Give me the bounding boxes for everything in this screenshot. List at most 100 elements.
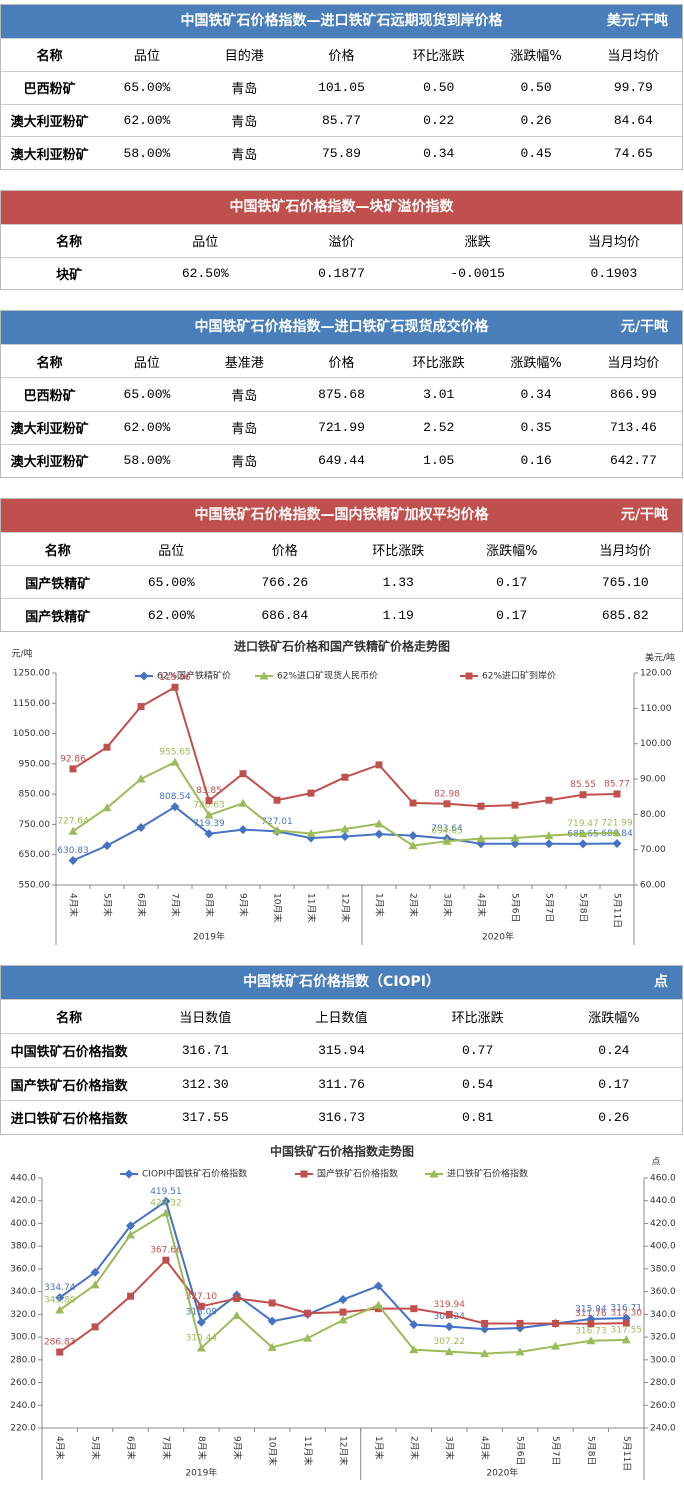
marker xyxy=(170,802,180,812)
table-cell: 686.84 xyxy=(228,598,342,631)
column-header-row: 名称 品位 基准港 价格 环比涨跌 涨跌幅% 当月均价 xyxy=(1,343,682,378)
marker xyxy=(300,1170,308,1178)
table-header: 中国铁矿石价格指数—块矿溢价指数 xyxy=(1,191,682,224)
y-tick-label: 220.0 xyxy=(10,1424,36,1434)
table-cell: 0.34 xyxy=(487,377,585,412)
marker xyxy=(139,671,149,681)
data-table: 名称 品位 溢价 涨跌 当月均价 块矿 62.50% 0.1877 -0.0015 0.1903 xyxy=(1,224,682,289)
marker xyxy=(544,839,554,849)
table-cell: 青岛 xyxy=(195,136,293,169)
column-header-row: 名称 当日数值 上日数值 环比涨跌 涨跌幅% xyxy=(1,999,682,1034)
table-cell: 巴西粉矿 xyxy=(1,377,99,412)
column-header: 名称 xyxy=(1,531,115,566)
marker xyxy=(586,1336,596,1345)
table-cell: 713.46 xyxy=(584,410,682,445)
data-label: 367.66 xyxy=(150,1246,182,1256)
table-row: 国产铁矿石价格指数 312.30 311.76 0.54 0.17 xyxy=(1,1066,682,1101)
data-label: 719.39 xyxy=(193,819,225,829)
data-table: 名称 当日数值 上日数值 环比涨跌 涨跌幅% 中国铁矿石价格指数 316.71 315.94 0… xyxy=(1,999,682,1134)
table-cell: 0.22 xyxy=(390,103,488,137)
x-tick-label: 4月末 xyxy=(68,893,80,917)
column-header: 品位 xyxy=(114,531,228,566)
marker xyxy=(232,1311,242,1319)
x-tick-label: 9月末 xyxy=(238,893,250,917)
x-tick-label: 5月6日 xyxy=(515,1436,526,1465)
table-cell: 0.45 xyxy=(487,136,585,169)
marker xyxy=(481,1319,489,1327)
table-cell: 3.01 xyxy=(390,377,488,412)
x-tick-label: 5月8日 xyxy=(585,1436,596,1465)
x-tick-label: 5月7日 xyxy=(544,893,555,922)
marker xyxy=(480,1324,490,1334)
marker xyxy=(338,1315,348,1324)
marker xyxy=(171,683,179,691)
marker xyxy=(136,822,146,832)
marker xyxy=(126,1221,136,1231)
y-tick-label: 380.0 xyxy=(10,1242,36,1252)
table-cell: 58.00% xyxy=(98,136,196,169)
column-header: 价格 xyxy=(228,531,342,566)
marker xyxy=(127,1292,135,1300)
table-cell: 澳大利亚粉矿 xyxy=(1,410,99,445)
table-cell: 1.19 xyxy=(341,598,455,631)
table-unit: 美元/干吨 xyxy=(606,13,668,29)
table-header: 中国铁矿石价格指数（CIOPI） 点 xyxy=(1,966,682,999)
y-tick-label: 1050.00 xyxy=(13,729,50,739)
y-tick-label: 400.0 xyxy=(10,1219,36,1229)
marker xyxy=(196,1317,206,1327)
marker xyxy=(445,1310,453,1318)
y2-tick-label: 380.0 xyxy=(650,1264,676,1274)
marker xyxy=(303,1333,313,1342)
table-cell: 青岛 xyxy=(195,377,293,412)
x-tick-label: 6月末 xyxy=(125,1436,137,1460)
table-cell: 青岛 xyxy=(195,443,293,477)
y2-axis-label: 美元/吨 xyxy=(645,652,675,664)
table-cell: 0.26 xyxy=(545,1100,682,1134)
marker xyxy=(340,832,350,842)
table-cell: 0.17 xyxy=(455,565,569,599)
y2-axis-label: 点 xyxy=(651,1157,660,1168)
column-header: 环比涨跌 xyxy=(390,38,488,72)
table-cell: 74.65 xyxy=(584,136,682,169)
table-header: 中国铁矿石价格指数—进口铁矿石现货成交价格 元/干吨 xyxy=(1,311,682,344)
table-row: 澳大利亚粉矿 58.00% 青岛 649.44 1.05 0.16 642.77 xyxy=(1,443,682,477)
y2-tick-label: 100.00 xyxy=(640,739,672,749)
data-label: 317.55 xyxy=(611,1325,643,1335)
marker xyxy=(612,839,622,849)
column-header: 当日数值 xyxy=(137,999,274,1034)
marker xyxy=(272,825,282,834)
table-cell: 0.81 xyxy=(409,1100,546,1134)
group-label: 2020年 xyxy=(486,1467,518,1479)
table: 中国铁矿石价格指数（CIOPI）点名称 当日数值 上日数值 环比涨跌 涨跌幅% 中国铁矿石… xyxy=(0,965,683,1135)
y2-tick-label: 420.0 xyxy=(650,1219,676,1229)
marker xyxy=(480,1349,490,1358)
column-header: 价格 xyxy=(292,343,391,378)
column-header: 涨跌 xyxy=(409,224,546,258)
data-label: 307.22 xyxy=(433,1337,465,1347)
marker xyxy=(621,1335,631,1344)
table-cell: 311.76 xyxy=(273,1066,410,1101)
data-label: 721.99 xyxy=(601,818,633,828)
table-cell: 62.50% xyxy=(137,256,274,289)
column-header: 品位 xyxy=(98,343,196,378)
x-tick-label: 5月末 xyxy=(102,893,114,917)
marker xyxy=(91,1323,99,1331)
table-cell: 65.00% xyxy=(98,70,196,105)
marker xyxy=(90,1280,100,1289)
marker xyxy=(304,1309,312,1317)
marker xyxy=(238,798,248,807)
chart-title: 中国铁矿石价格指数走势图 xyxy=(270,1144,414,1159)
table: 中国铁矿石价格指数—国内铁精矿加权平均价格 元/干吨 名称 品位 价格 环比涨跌 涨跌幅% 当… xyxy=(0,498,683,632)
y-tick-label: 300.0 xyxy=(10,1333,36,1343)
table-cell: 317.55 xyxy=(137,1100,274,1134)
marker xyxy=(409,799,417,807)
marker xyxy=(613,790,621,798)
table-cell: 62.00% xyxy=(114,598,228,631)
x-tick-label: 6月末 xyxy=(136,893,148,917)
marker xyxy=(510,839,520,849)
marker xyxy=(408,831,418,841)
data-label: 429.32 xyxy=(150,1198,182,1208)
marker xyxy=(68,856,78,866)
y-tick-label: 340.0 xyxy=(10,1287,36,1297)
table-cell: 1.33 xyxy=(341,565,455,599)
